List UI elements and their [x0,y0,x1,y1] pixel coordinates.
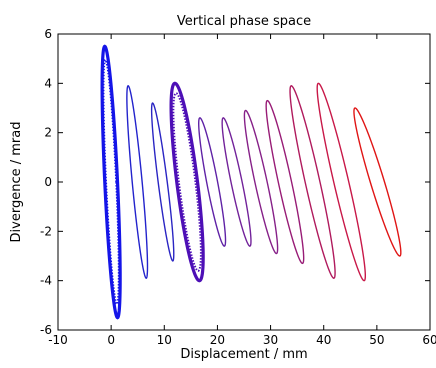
y-tick-label: 2 [44,126,52,140]
y-tick-label: -2 [40,224,52,238]
x-tick-label: 50 [369,333,384,347]
phase-ellipse-4 [169,81,205,283]
phase-ellipse-2 [126,85,149,279]
ticks: -10 0 10 20 30 40 50 60 -6 -4 -2 0 2 4 6 [40,27,436,347]
y-tick-label: -6 [40,323,52,337]
x-tick-label: 60 [422,333,436,347]
y-tick-label: -4 [40,274,52,288]
x-axis-label: Displacement / mm [180,347,307,362]
plot-marks [100,44,402,320]
phase-ellipse-6 [221,117,252,247]
chart-title: Vertical phase space [177,14,311,29]
x-tick-label: -10 [48,333,68,347]
x-tick-label: 40 [316,333,331,347]
phase-ellipse-9 [289,85,336,279]
x-tick-label: 30 [263,333,278,347]
y-tick-label: 6 [44,27,52,41]
y-axis-label: Divergence / mrad [9,122,24,243]
phase-ellipse-1-halo [102,58,120,306]
x-tick-label: 0 [107,333,115,347]
y-tick-label: 4 [44,76,52,90]
x-tick-label: 10 [157,333,172,347]
x-tick-label: 20 [210,333,225,347]
phase-ellipse-4-halo [172,92,202,272]
phase-ellipse-11 [353,107,402,257]
y-tick-label: 0 [44,175,52,189]
phase-ellipse-1 [100,44,122,320]
phase-ellipse-10 [316,82,367,282]
phase-ellipse-5 [198,117,227,247]
phase-ellipse-8 [265,99,305,265]
phase-ellipse-3 [150,102,175,262]
phase-ellipse-7 [243,109,279,255]
